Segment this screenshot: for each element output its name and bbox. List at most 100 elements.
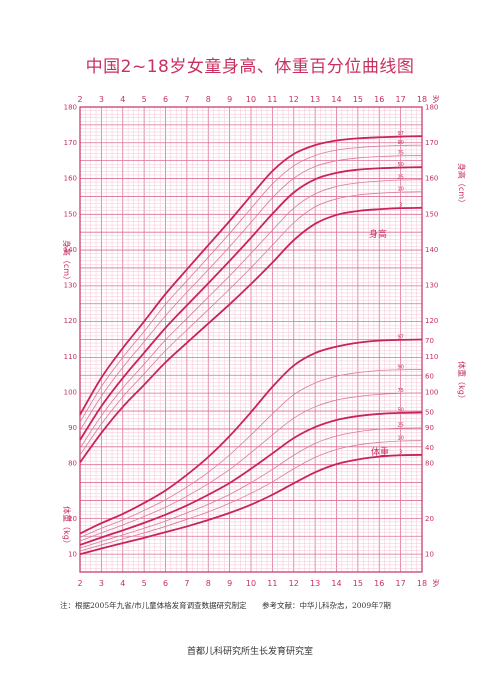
x-tick-label: 17 bbox=[396, 95, 406, 104]
height-curve-p90 bbox=[79, 144, 423, 423]
weight-curve-p3 bbox=[79, 453, 423, 556]
percentile-labels: 97 90 75 50 25 10 3 97 90 75 50 25 10 3 bbox=[397, 131, 403, 456]
x-tick-label: 7 bbox=[184, 579, 189, 588]
weight-tick-label: 70 bbox=[425, 337, 434, 345]
axis-labels: 2 2 3 3 4 4 5 5 6 6 7 7 8 8 9 9 10 10 11 11 12 12 13 13 14 14 15 15… bbox=[62, 94, 467, 588]
height-curve-p10 bbox=[79, 191, 423, 456]
height-axis-title-right: 身高（cm） bbox=[457, 163, 467, 207]
height-curve-p75 bbox=[79, 155, 423, 431]
x-tick-label: 10 bbox=[246, 95, 256, 104]
weight-tick-label: 20 bbox=[425, 515, 434, 523]
height-axis-title-left: 身高（cm） bbox=[62, 240, 72, 284]
height-tick-label: 110 bbox=[425, 353, 438, 361]
x-tick-label: 8 bbox=[206, 579, 211, 588]
weight-tick-label: 40 bbox=[425, 444, 434, 452]
x-tick-label: 4 bbox=[120, 95, 125, 104]
height-tick-label: 140 bbox=[425, 246, 438, 254]
height-series-label: 身高 bbox=[369, 228, 387, 240]
height-tick-label: 90 bbox=[68, 424, 77, 432]
institution-footer: 首都儿科研究所生长发育研究室 bbox=[186, 647, 313, 657]
height-tick-label: 160 bbox=[425, 175, 438, 183]
height-tick-label: 130 bbox=[64, 282, 77, 290]
x-tick-label: 11 bbox=[267, 579, 277, 588]
height-tick-label: 150 bbox=[425, 210, 438, 218]
height-tick-label: 110 bbox=[64, 353, 77, 361]
height-percentile-label: 97 bbox=[397, 131, 403, 137]
weight-curve-p75 bbox=[79, 392, 423, 542]
weight-curve-p90 bbox=[79, 369, 423, 538]
plot-border bbox=[79, 106, 423, 573]
weight-percentile-label: 10 bbox=[397, 435, 403, 441]
height-tick-label: 140 bbox=[64, 246, 77, 254]
height-tick-label: 130 bbox=[425, 282, 438, 290]
x-tick-label: 7 bbox=[184, 95, 189, 104]
x-tick-label: 14 bbox=[331, 579, 341, 588]
weight-series-label: 体重 bbox=[371, 446, 389, 458]
x-tick-label: 5 bbox=[142, 95, 147, 104]
height-tick-label: 160 bbox=[64, 175, 77, 183]
x-tick-label: 9 bbox=[227, 579, 232, 588]
weight-tick-label: 10 bbox=[68, 551, 77, 559]
height-percentile-label: 25 bbox=[397, 175, 403, 181]
height-tick-label: 100 bbox=[64, 388, 77, 396]
x-tick-label: 9 bbox=[227, 95, 232, 104]
x-tick-label: 3 bbox=[99, 579, 104, 588]
weight-curve-p97 bbox=[79, 338, 423, 535]
height-percentile-label: 10 bbox=[397, 187, 403, 193]
height-percentile-label: 90 bbox=[397, 140, 403, 146]
height-tick-label: 180 bbox=[64, 104, 77, 112]
weight-axis-title-left: 体重（kg） bbox=[62, 506, 72, 548]
x-tick-label: 17 bbox=[396, 579, 406, 588]
height-curve-p3 bbox=[79, 206, 423, 464]
height-tick-label: 180 bbox=[425, 104, 438, 112]
x-tick-label: 12 bbox=[289, 95, 299, 104]
chart-title: 中国2~18岁女童身高、体重百分位曲线图 bbox=[85, 57, 415, 77]
weight-tick-label: 20 bbox=[68, 515, 77, 523]
weight-curve-p10 bbox=[79, 440, 423, 552]
weight-tick-label: 10 bbox=[425, 551, 434, 559]
x-tick-label: 2 bbox=[77, 95, 82, 104]
height-percentile-label: 50 bbox=[397, 162, 403, 168]
x-tick-label: 15 bbox=[353, 95, 363, 104]
weight-curve-p25 bbox=[79, 427, 423, 549]
height-percentile-label: 3 bbox=[399, 203, 402, 209]
chart-grid bbox=[79, 106, 423, 573]
x-tick-label: 3 bbox=[99, 95, 104, 104]
height-tick-label: 170 bbox=[64, 139, 77, 147]
x-tick-label: 13 bbox=[310, 579, 320, 588]
x-tick-label: 16 bbox=[374, 579, 384, 588]
footnote: 注：根据2005年九省/市儿童体格发育调查数据研究制定 bbox=[60, 601, 247, 610]
x-tick-label: 8 bbox=[206, 95, 211, 104]
height-tick-label: 80 bbox=[425, 460, 434, 468]
weight-percentile-label: 75 bbox=[397, 388, 403, 394]
weight-tick-label: 60 bbox=[425, 373, 434, 381]
weight-percentile-label: 50 bbox=[397, 407, 403, 413]
weight-tick-label: 50 bbox=[425, 408, 434, 416]
x-tick-label: 6 bbox=[163, 579, 168, 588]
x-tick-label: 6 bbox=[163, 95, 168, 104]
percentile-curves bbox=[79, 135, 423, 556]
x-tick-label: 18 bbox=[417, 95, 427, 104]
x-tick-label: 12 bbox=[289, 579, 299, 588]
x-tick-label: 14 bbox=[331, 95, 341, 104]
x-unit-label: 岁 bbox=[432, 94, 440, 104]
height-tick-label: 100 bbox=[425, 388, 438, 396]
height-tick-label: 150 bbox=[64, 210, 77, 218]
weight-percentile-label: 97 bbox=[397, 334, 403, 340]
height-curve-p25 bbox=[79, 179, 423, 449]
height-tick-label: 120 bbox=[64, 317, 77, 325]
reference-note: 参考文献：中华儿科杂志，2009年7期 bbox=[262, 601, 391, 610]
weight-percentile-label: 3 bbox=[399, 450, 402, 456]
x-tick-label: 10 bbox=[246, 579, 256, 588]
x-tick-label: 18 bbox=[417, 579, 427, 588]
height-tick-label: 90 bbox=[425, 424, 434, 432]
height-tick-label: 120 bbox=[425, 317, 438, 325]
weight-percentile-label: 90 bbox=[397, 364, 403, 370]
x-unit-label: 岁 bbox=[432, 578, 440, 588]
x-tick-label: 16 bbox=[374, 95, 384, 104]
weight-curve-p50 bbox=[79, 411, 423, 546]
height-tick-label: 80 bbox=[68, 460, 77, 468]
weight-axis-title-right: 体重（kg） bbox=[457, 361, 467, 403]
height-tick-label: 170 bbox=[425, 139, 438, 147]
